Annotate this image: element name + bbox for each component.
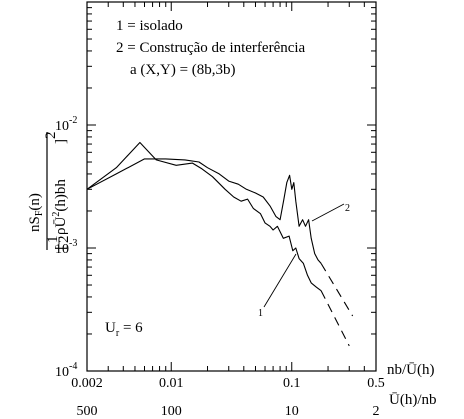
curve-label-2-leader <box>311 203 345 222</box>
y-tick-exp: -2 <box>69 115 77 126</box>
y-tick-base: 10 <box>55 242 69 257</box>
y-den-rho: ρŪ <box>53 217 69 235</box>
y-den-tail: (h)bh <box>53 179 69 212</box>
x-tick-label: 0.5 <box>367 376 385 391</box>
series-1-line <box>86 141 322 292</box>
legend-line-3: a (X,Y) = (8b,3b) <box>130 62 236 78</box>
series-2-extrapolation <box>320 263 354 317</box>
series-2-line <box>86 158 322 264</box>
x-tick-label: 0.01 <box>159 376 184 391</box>
x-tick-label: 0.002 <box>71 376 103 391</box>
y-num-ns: nS <box>27 216 43 232</box>
series-1-extrapolation <box>320 290 350 347</box>
x2-tick-label: 100 <box>161 404 182 419</box>
y-label-bracket-left: [ <box>53 245 69 250</box>
y-label-outer-sup: 2 <box>43 132 59 140</box>
tick-marks <box>86 2 377 372</box>
series-group <box>86 141 354 347</box>
curve-label-1-leader <box>263 253 297 308</box>
x-axis-label: nb/Ū(h) <box>387 362 435 378</box>
annotation-sub: r <box>116 328 120 339</box>
reynolds-annotation: Ur = 6 <box>105 320 143 339</box>
x2-axis-label: Ū(h)/nb <box>389 392 437 408</box>
y-label-half-bottom: 2 <box>56 236 72 244</box>
y-num-tail: (n) <box>27 193 43 211</box>
y-den-sup: 2 <box>51 212 62 217</box>
y-tick-label: 10-3 <box>55 238 77 257</box>
annotation-base: U <box>105 320 116 336</box>
plot-frame <box>86 1 377 372</box>
y-tick-base: 10 <box>55 365 69 380</box>
legend-line-2: 2 = Construção de interferência <box>116 40 306 56</box>
y-tick-exp: -4 <box>69 361 77 372</box>
y-label-half-top: 1 <box>45 236 61 244</box>
x-tick-label: 0.1 <box>283 376 301 391</box>
x2-tick-label: 10 <box>285 404 299 419</box>
annotation-tail: = 6 <box>119 320 143 336</box>
y-tick-label: 10-4 <box>55 361 77 380</box>
y-tick-exp: -3 <box>69 238 77 249</box>
y-label-bracket-right: ] <box>53 139 69 144</box>
legend-line-1: 1 = isolado <box>116 18 183 34</box>
y-axis-label: nSF(n) [ 1 2 ρŪ2(h)bh ] 2 <box>27 132 72 250</box>
curve-label-2: 2 <box>345 203 350 214</box>
y-tick-base: 10 <box>55 119 69 134</box>
x2-tick-label: 2 <box>373 404 380 419</box>
curve-label-1: 1 <box>258 308 263 319</box>
y-num-sub: F <box>34 210 45 216</box>
y-label-denominator: ρŪ2(h)bh <box>51 179 69 235</box>
y-tick-label: 10-2 <box>55 115 77 134</box>
y-label-numerator: nSF(n) <box>27 193 45 232</box>
x2-tick-label: 500 <box>77 404 98 419</box>
